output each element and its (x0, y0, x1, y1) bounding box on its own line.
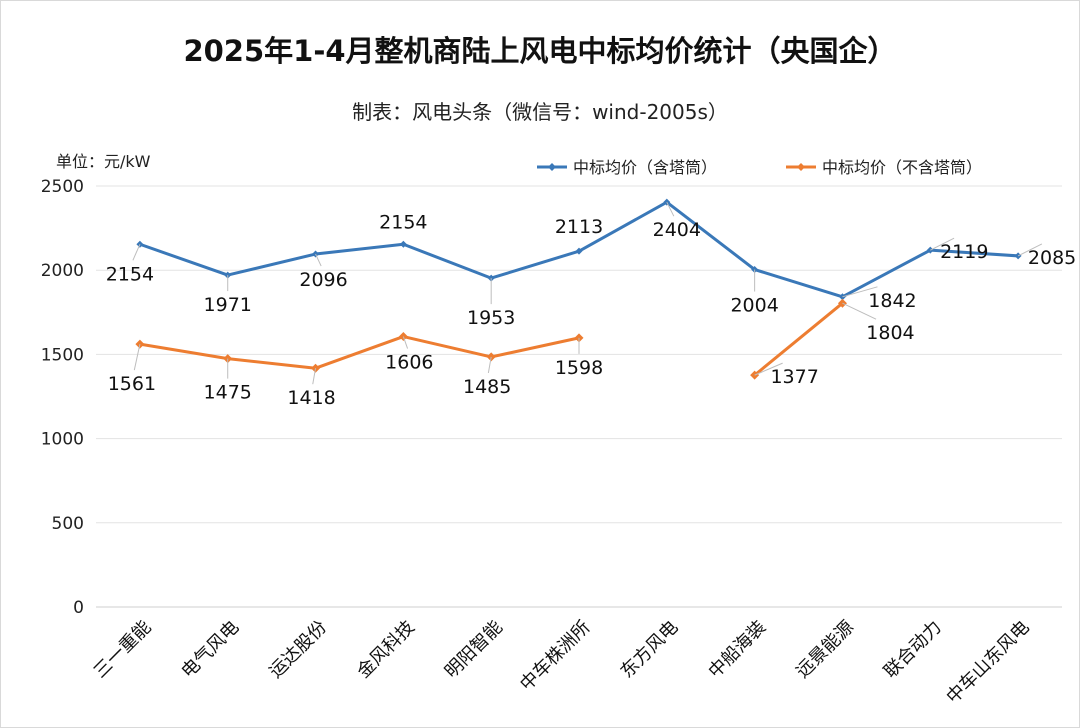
x-category-label: 联合动力 (880, 617, 946, 683)
leader-line (930, 237, 955, 251)
data-point-marker (575, 247, 583, 255)
x-category-label: 电气风电 (178, 617, 244, 683)
data-label: 2404 (653, 219, 701, 241)
chart-subtitle: 制表：风电头条（微信号：wind-2005s） (352, 100, 728, 124)
leader-line (315, 253, 322, 267)
leader-line (1017, 243, 1043, 257)
data-point-marker (399, 240, 407, 248)
legend-marker (797, 163, 805, 171)
data-label: 1561 (108, 373, 156, 395)
legend-label: 中标均价（不含塔筒） (822, 158, 982, 177)
data-label: 2154 (106, 263, 154, 285)
series-line (139, 335, 580, 370)
data-label: 2113 (555, 216, 603, 238)
unit-label: 单位：元/kW (56, 152, 151, 171)
data-label: 1377 (770, 366, 818, 388)
data-label: 1953 (467, 307, 515, 329)
y-tick-label: 1500 (41, 345, 84, 365)
x-category-label: 明阳智能 (441, 617, 507, 683)
data-label: 2154 (379, 211, 427, 233)
data-label: 2004 (730, 295, 778, 317)
y-tick-label: 2000 (41, 261, 84, 281)
legend-label: 中标均价（含塔筒） (573, 158, 717, 177)
data-label: 1606 (385, 352, 433, 374)
series-line (753, 302, 844, 377)
leader-line (133, 344, 141, 371)
leader-line (666, 201, 675, 217)
data-label: 2096 (299, 269, 347, 291)
x-category-label: 东方风电 (617, 617, 683, 683)
x-category-label: 三一重能 (90, 617, 156, 683)
leader-line (842, 286, 878, 298)
chart-title: 2025年1-4月整机商陆上风电中标均价统计（央国企） (183, 34, 897, 68)
data-label: 1475 (204, 382, 252, 404)
leader-line (842, 302, 877, 320)
leader-line (402, 336, 409, 349)
data-label: 1971 (204, 294, 252, 316)
leader-line (132, 244, 141, 261)
data-label: 1418 (287, 387, 335, 409)
x-category-label: 远景能源 (792, 617, 858, 683)
y-tick-label: 1000 (41, 430, 84, 450)
x-category-label: 中车株洲所 (516, 617, 594, 695)
data-label: 1842 (868, 290, 916, 312)
y-tick-label: 0 (73, 598, 84, 618)
data-label: 1485 (463, 376, 511, 398)
legend-marker (548, 163, 556, 171)
data-label: 2119 (940, 241, 988, 263)
data-label: 1598 (555, 357, 603, 379)
leader-line (487, 356, 492, 374)
leader-line (312, 368, 317, 385)
x-category-label: 运达股份 (265, 617, 331, 683)
y-tick-label: 2500 (41, 177, 84, 197)
x-category-label: 中船海装 (704, 617, 770, 683)
x-category-label: 金风科技 (353, 617, 419, 683)
y-tick-label: 500 (52, 514, 84, 534)
data-label: 2085 (1028, 247, 1076, 269)
data-label: 1804 (866, 322, 914, 344)
x-category-label: 中车山东风电 (942, 617, 1033, 708)
leader-line (754, 362, 783, 376)
